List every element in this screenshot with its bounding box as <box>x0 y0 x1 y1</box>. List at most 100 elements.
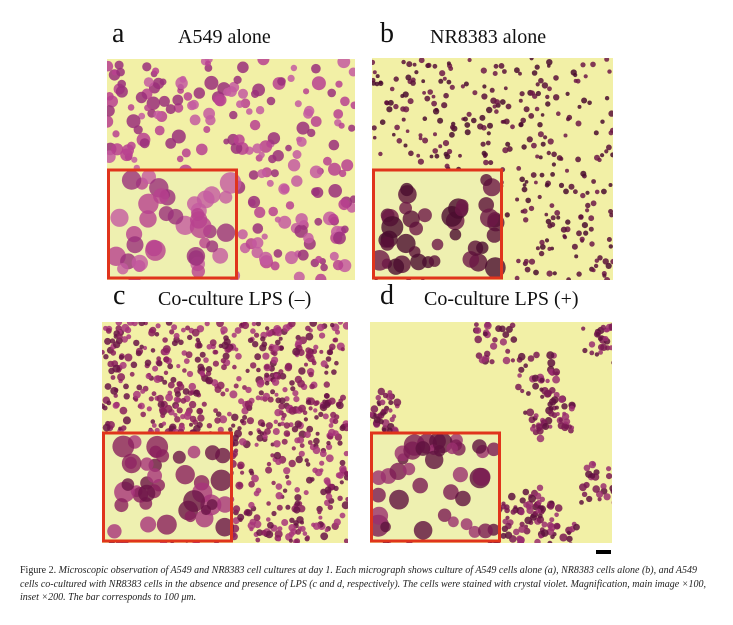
cell <box>203 126 211 133</box>
cell <box>591 461 596 466</box>
cell <box>407 98 414 105</box>
cell <box>164 404 173 413</box>
cell <box>349 195 355 203</box>
cell <box>537 131 544 138</box>
inset-cell <box>487 442 501 457</box>
cell <box>162 337 168 343</box>
cell <box>174 404 179 409</box>
cell <box>549 517 555 523</box>
cell <box>144 104 151 112</box>
cell <box>588 341 596 348</box>
cell <box>195 337 200 343</box>
micrograph <box>372 58 613 280</box>
cell <box>538 77 544 84</box>
cell <box>522 183 527 187</box>
cell <box>536 484 544 491</box>
cell <box>231 423 236 428</box>
inset-cell <box>117 263 129 275</box>
cell <box>439 70 446 77</box>
scale-bar <box>596 550 611 554</box>
cell <box>437 117 444 124</box>
cell <box>312 522 321 530</box>
cell <box>245 509 253 517</box>
cell <box>270 389 276 395</box>
cell <box>460 84 465 89</box>
cell <box>287 159 301 172</box>
cell <box>256 529 263 536</box>
cell <box>600 483 607 490</box>
cell <box>600 153 605 158</box>
cell <box>547 86 552 92</box>
cell <box>312 446 321 455</box>
cell <box>302 531 308 536</box>
cell <box>271 510 277 517</box>
cell <box>158 406 166 414</box>
cell <box>276 375 282 380</box>
cell <box>558 182 565 188</box>
cell <box>487 122 493 129</box>
cell <box>235 353 242 360</box>
cell <box>220 358 226 364</box>
cell <box>223 335 229 341</box>
cell <box>249 470 255 476</box>
inset-cell <box>172 450 186 464</box>
cell <box>268 345 274 351</box>
cell <box>151 391 157 397</box>
cell <box>223 138 230 145</box>
cell <box>275 339 281 346</box>
cell <box>582 347 588 354</box>
cell <box>304 431 311 438</box>
cell <box>283 467 291 475</box>
cell <box>292 390 299 397</box>
cell <box>536 427 544 435</box>
cell <box>524 266 531 273</box>
cell <box>303 108 314 119</box>
cell <box>585 202 591 209</box>
cell <box>549 203 555 209</box>
cell <box>303 232 314 244</box>
cell <box>518 525 526 533</box>
cell <box>328 423 334 428</box>
cell <box>285 504 291 510</box>
cell <box>463 81 469 87</box>
cell <box>310 477 315 482</box>
cell <box>589 350 595 356</box>
cell <box>547 223 553 229</box>
cell <box>217 426 224 433</box>
cell <box>597 497 602 502</box>
cell <box>561 403 568 410</box>
cell <box>271 356 279 364</box>
cell <box>577 104 582 109</box>
cell <box>545 101 551 107</box>
cell <box>240 470 245 475</box>
cell <box>300 520 304 525</box>
cell <box>254 206 266 218</box>
cell <box>541 82 549 89</box>
panel-letter: c <box>113 280 126 311</box>
cell <box>163 370 169 375</box>
cell <box>518 122 524 128</box>
cell <box>323 477 331 485</box>
cell <box>534 64 540 70</box>
cell <box>275 492 283 500</box>
cell <box>458 153 462 158</box>
cell <box>580 170 587 177</box>
cell <box>114 60 124 70</box>
cell <box>543 389 552 398</box>
cell <box>343 470 348 476</box>
cell <box>541 521 548 528</box>
cell <box>281 438 288 445</box>
cell <box>551 162 556 167</box>
cell <box>205 366 213 373</box>
cell <box>601 188 607 195</box>
cell <box>261 341 268 348</box>
cell <box>242 415 248 420</box>
cell <box>554 504 563 512</box>
cell <box>523 106 530 113</box>
inset-cell <box>107 524 122 539</box>
cell <box>265 466 273 474</box>
cell <box>288 459 296 468</box>
cell <box>288 524 296 532</box>
cell <box>518 366 525 373</box>
cell <box>462 116 468 122</box>
